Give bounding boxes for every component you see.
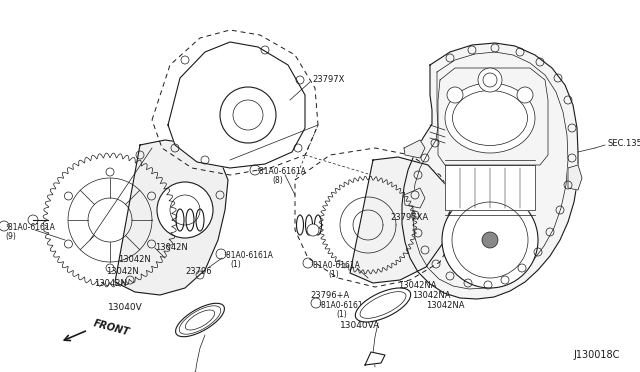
Circle shape [157,182,213,238]
Text: ¹81A0-6161A: ¹81A0-6161A [223,251,273,260]
Text: (9): (9) [5,232,16,241]
Text: ¹81A0-6161A: ¹81A0-6161A [310,260,360,269]
Text: ¹81A0-6161A: ¹81A0-6161A [5,224,55,232]
Circle shape [220,87,276,143]
Polygon shape [404,140,425,158]
Text: 13042NA: 13042NA [398,280,436,289]
Text: J130018C: J130018C [573,350,620,360]
Polygon shape [115,140,228,295]
Ellipse shape [355,288,411,322]
Text: 23796+A: 23796+A [310,291,349,299]
Polygon shape [568,165,582,190]
Ellipse shape [445,83,535,153]
Circle shape [307,224,319,236]
Text: 13042N: 13042N [94,279,127,289]
Text: 13040VA: 13040VA [340,321,380,330]
Polygon shape [168,42,305,168]
Text: 23797X: 23797X [312,76,344,84]
Text: ¹81A0-6161A: ¹81A0-6161A [318,301,368,310]
Text: FRONT: FRONT [92,318,131,338]
Circle shape [478,68,502,92]
Text: (1): (1) [336,310,347,318]
Ellipse shape [175,303,225,337]
Polygon shape [404,188,425,208]
Polygon shape [350,157,450,283]
Text: 13042N: 13042N [155,244,188,253]
Circle shape [447,87,463,103]
Text: (1): (1) [328,269,339,279]
Polygon shape [402,43,578,299]
Text: 13042N: 13042N [118,256,151,264]
Text: 23796: 23796 [185,267,212,276]
Circle shape [442,192,538,288]
Text: 23797XA: 23797XA [390,214,428,222]
Text: 13042N: 13042N [106,267,139,276]
Polygon shape [365,352,385,365]
Text: (8): (8) [272,176,283,186]
Circle shape [482,232,498,248]
Text: (1): (1) [230,260,241,269]
Polygon shape [445,165,535,210]
Text: 13042NA: 13042NA [412,291,451,299]
Circle shape [517,87,533,103]
Text: 13042NA: 13042NA [426,301,465,310]
Text: ¹81A0-6161A: ¹81A0-6161A [256,167,306,176]
Text: SEC.135: SEC.135 [607,138,640,148]
Text: 13040V: 13040V [108,304,142,312]
